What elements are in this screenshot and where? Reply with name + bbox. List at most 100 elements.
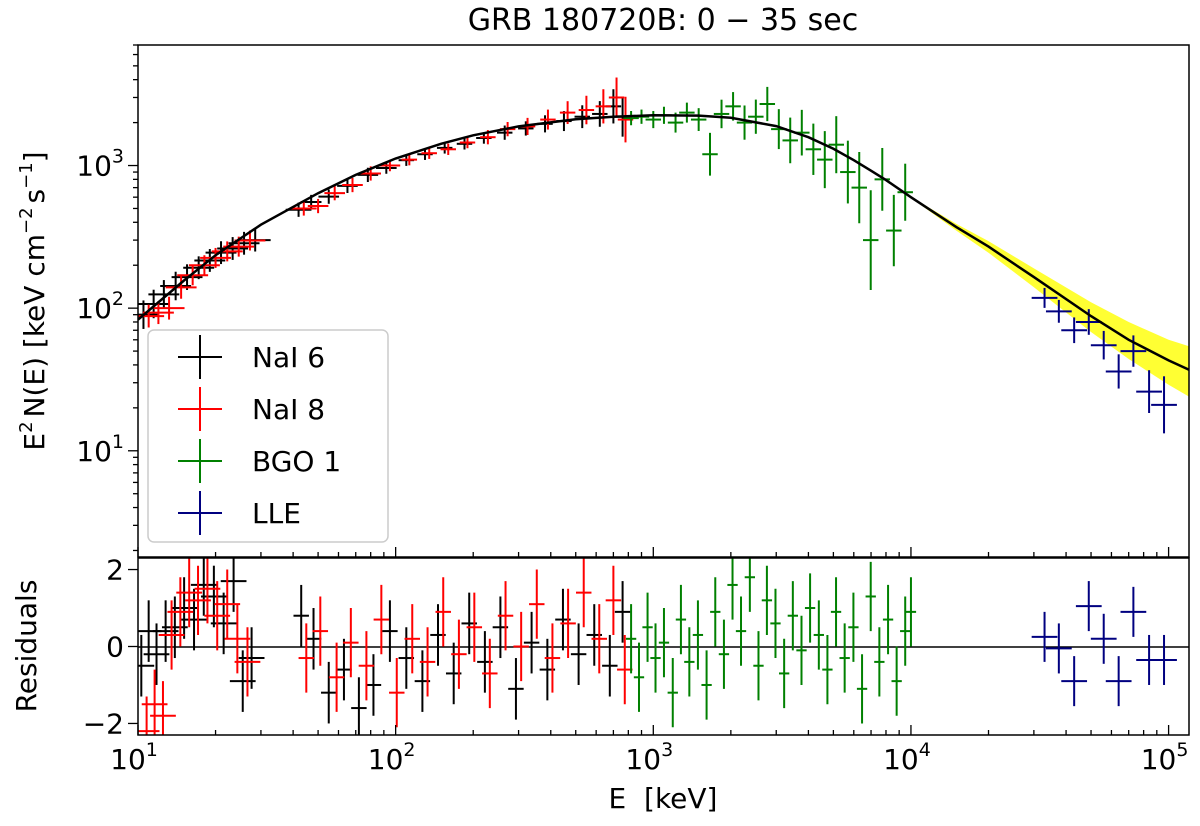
y-tick-label: 2 — [106, 554, 124, 587]
legend-label: NaI 6 — [252, 341, 325, 374]
residual-point-nai-8 — [513, 611, 529, 682]
spectrum-point-nai-6 — [574, 105, 590, 129]
residual-point-bgo-1 — [891, 646, 902, 716]
legend-frame — [147, 329, 389, 543]
residual-point-nai-8 — [529, 569, 545, 639]
spectrum-point-nai-8 — [307, 198, 329, 214]
residual-point-nai-8 — [560, 588, 576, 659]
residual-point-bgo-1 — [848, 592, 859, 662]
residual-point-bgo-1 — [770, 588, 781, 659]
residual-point-nai-8 — [497, 581, 514, 651]
residual-point-nai-6 — [200, 565, 227, 628]
residual-point-nai-6 — [365, 654, 382, 716]
residual-point-lle — [1045, 623, 1072, 674]
legend-label: LLE — [252, 497, 301, 530]
residual-point-nai-6 — [293, 584, 309, 647]
spectrum-point-bgo-1 — [623, 110, 639, 126]
residual-point-nai-8 — [358, 631, 375, 701]
spectrum-y-axis-label: E2 N(E) [keV cm−2 s−1] — [16, 151, 51, 450]
residual-point-nai-8 — [214, 569, 241, 639]
residual-point-nai-8 — [544, 623, 561, 693]
x-axis-tick-labels: 101 102 103 104 105 — [110, 739, 1188, 776]
spectrum-point-nai-8 — [324, 186, 346, 201]
residual-point-nai-6 — [351, 677, 367, 735]
spectrum-point-lle — [1061, 317, 1088, 344]
spectrum-point-lle — [1031, 287, 1058, 308]
residual-point-nai-8 — [343, 608, 359, 678]
residual-point-bgo-1 — [778, 638, 790, 709]
residual-point-bgo-1 — [667, 658, 678, 728]
spectrum-point-nai-8 — [290, 201, 317, 216]
residual-point-bgo-1 — [813, 600, 824, 670]
residual-point-lle — [1075, 581, 1102, 632]
residual-point-bgo-1 — [658, 608, 670, 678]
spectrum-point-nai-8 — [540, 109, 556, 130]
spectrum-point-nai-8 — [421, 147, 437, 159]
residual-point-nai-6 — [181, 588, 207, 651]
residual-point-nai-6 — [238, 627, 265, 689]
x-tick-label: 103 — [625, 739, 673, 776]
spectrum-point-nai-8 — [440, 143, 456, 155]
residual-point-nai-8 — [298, 623, 315, 693]
spectrum-point-bgo-1 — [679, 102, 695, 123]
legend: NaI 6 NaI 8 BGO 1 LLE — [147, 329, 389, 543]
spectrum-point-nai-6 — [376, 162, 397, 174]
residual-point-bgo-1 — [684, 627, 695, 697]
residual-point-bgo-1 — [735, 596, 747, 666]
residuals-y-axis-label: Residuals — [10, 580, 43, 713]
spectrum-point-bgo-1 — [782, 117, 798, 164]
legend-entry-nai-8: NaI 8 — [178, 387, 325, 431]
spectrum-point-bgo-1 — [645, 111, 662, 129]
residual-point-nai-6 — [614, 581, 631, 643]
spectrum-point-bgo-1 — [874, 147, 891, 211]
residual-point-nai-6 — [602, 634, 618, 697]
residual-point-bgo-1 — [787, 581, 798, 651]
spectrum-point-nai-8 — [401, 153, 418, 166]
legend-entry-lle: LLE — [178, 491, 301, 535]
spectrum-point-nai-8 — [234, 230, 266, 251]
y-tick-label: 102 — [76, 288, 124, 325]
residual-point-nai-8 — [466, 592, 483, 662]
residual-point-bgo-1 — [675, 584, 687, 655]
residual-point-nai-6 — [382, 600, 398, 662]
y-label-energy-symbol: E — [18, 433, 51, 451]
spectrum-point-nai-8 — [177, 265, 209, 286]
svg-text:E2N(E) [keV cm−2s−1]: E2 N(E) [keV cm−2 s−1] — [16, 151, 51, 450]
spectrum-point-bgo-1 — [736, 105, 753, 140]
residual-point-lle — [1120, 586, 1147, 637]
residual-point-bgo-1 — [874, 627, 885, 697]
residual-point-bgo-1 — [718, 619, 730, 689]
residual-point-lle — [1031, 611, 1058, 662]
residual-point-bgo-1 — [761, 565, 773, 635]
residual-point-nai-8 — [451, 619, 467, 689]
residual-point-nai-8 — [575, 558, 592, 628]
y-label-energy-exponent: 2 — [16, 421, 37, 432]
spectrum-point-lle — [1151, 376, 1177, 434]
residual-point-nai-8 — [204, 581, 231, 651]
y-tick-label: −2 — [83, 707, 124, 740]
residual-point-nai-6 — [570, 623, 587, 685]
spectrum-axis-ticks: 101 102 103 — [76, 44, 1170, 557]
spectrum-point-nai-6 — [148, 280, 180, 309]
residual-point-bgo-1 — [830, 577, 842, 647]
residual-point-nai-8 — [591, 604, 607, 674]
residual-point-nai-6 — [508, 658, 524, 720]
residual-point-bgo-1 — [796, 615, 807, 685]
x-tick-label: 104 — [883, 739, 931, 776]
residual-point-nai-6 — [321, 661, 337, 724]
legend-entry-nai-6: NaI 6 — [178, 335, 325, 379]
residual-point-nai-8 — [482, 638, 498, 709]
spectrum-point-bgo-1 — [713, 99, 730, 129]
residuals-panel: −2 0 2 Residuals — [10, 554, 1190, 740]
residual-point-nai-6 — [210, 592, 237, 655]
spectrum-point-lle — [1105, 354, 1132, 389]
y-label-cm-exponent: −2 — [16, 207, 37, 234]
y-tick-label: 0 — [106, 631, 124, 664]
spectrum-point-lle — [1136, 370, 1162, 413]
residual-point-nai-6 — [523, 611, 540, 674]
residual-point-bgo-1 — [701, 650, 712, 720]
residual-point-bgo-1 — [865, 561, 876, 632]
residual-point-bgo-1 — [905, 577, 917, 647]
